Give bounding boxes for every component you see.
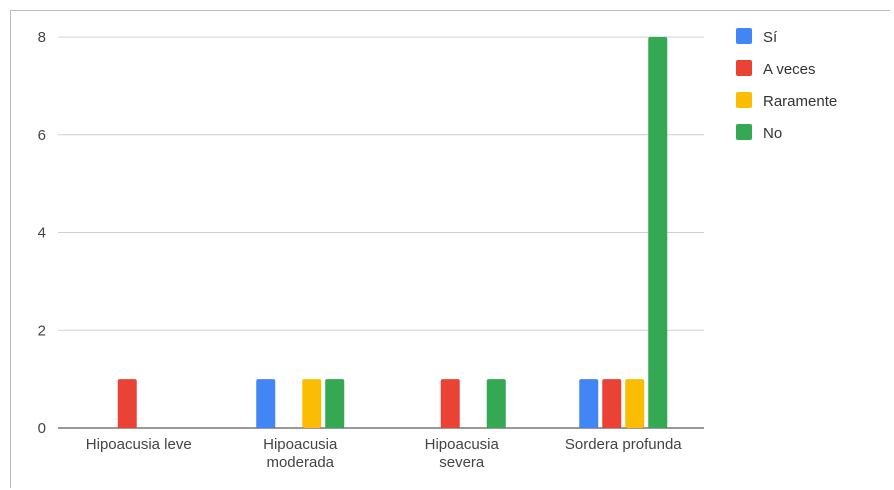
- legend-label: A veces: [763, 61, 816, 78]
- x-tick-label: Hipoacusia leve: [86, 436, 192, 453]
- x-tick-label: Hipoacusia moderada: [263, 436, 338, 471]
- bar: [325, 379, 345, 428]
- y-tick-label: 8: [38, 29, 46, 46]
- y-tick-label: 4: [38, 225, 46, 242]
- bar: [486, 379, 506, 428]
- bars: [117, 37, 668, 428]
- legend-label: Sí: [763, 29, 778, 46]
- x-tick-label-line: Hipoacusia leve: [86, 436, 192, 453]
- gridlines: [58, 36, 704, 429]
- bar: [648, 37, 668, 428]
- bar: [579, 379, 599, 428]
- legend-swatch: [736, 92, 752, 108]
- legend-swatch: [736, 60, 752, 76]
- x-tick-label-line: Hipoacusia: [425, 436, 500, 453]
- legend-label: No: [763, 125, 782, 142]
- y-axis: 0 2 4 6 8: [38, 29, 46, 437]
- legend: Sí A veces Raramente No: [736, 28, 837, 142]
- legend-swatch: [736, 124, 752, 140]
- bar: [256, 379, 276, 428]
- legend-label: Raramente: [763, 93, 837, 110]
- y-tick-label: 6: [38, 127, 46, 144]
- x-tick-label: Sordera profunda: [565, 436, 682, 453]
- x-tick-label-line: moderada: [266, 454, 334, 471]
- x-tick-label-line: Hipoacusia: [263, 436, 338, 453]
- y-tick-label: 0: [38, 420, 46, 437]
- chart-frame: [10, 10, 890, 488]
- y-tick-label: 2: [38, 322, 46, 339]
- x-axis: Hipoacusia leve Hipoacusia moderadaHipoacu…: [86, 436, 682, 471]
- bar: [440, 379, 460, 428]
- legend-swatch: [736, 28, 752, 44]
- x-tick-label-line: Sordera profunda: [565, 436, 682, 453]
- bar: [117, 379, 137, 428]
- bar: [625, 379, 645, 428]
- x-tick-label-line: severa: [439, 454, 485, 471]
- bar: [602, 379, 622, 428]
- bar: [302, 379, 322, 428]
- x-tick-label: Hipoacusia severa: [425, 436, 500, 471]
